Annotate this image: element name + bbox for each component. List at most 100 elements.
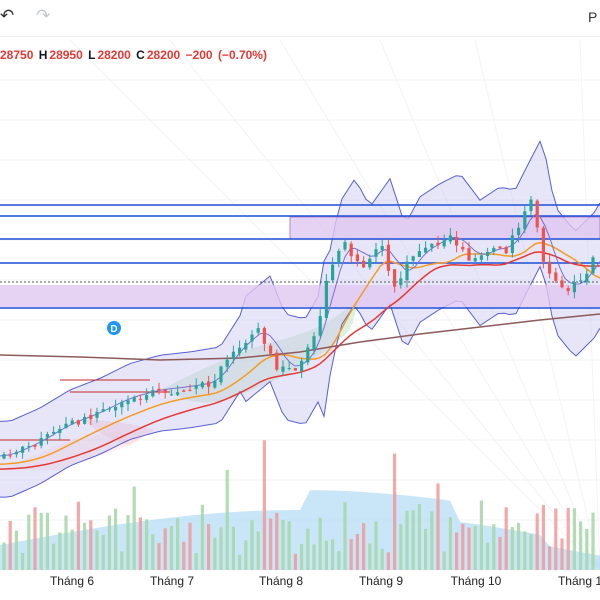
candle-body: [114, 406, 118, 411]
volume-bar: [591, 512, 595, 570]
volume-bar: [436, 483, 440, 570]
candle-body: [393, 269, 397, 287]
volume-bar: [238, 554, 242, 570]
candle-body: [231, 351, 235, 360]
volume-bar: [517, 522, 521, 570]
volume-bar: [306, 528, 310, 570]
redo-icon[interactable]: ↷: [36, 6, 51, 25]
volume-bar: [188, 522, 192, 570]
candle-body: [219, 366, 223, 383]
volume-bar: [442, 551, 446, 570]
bollinger-fill: [0, 141, 600, 498]
volume-bar: [393, 453, 397, 570]
candle-body: [448, 235, 452, 242]
volume-bar: [138, 517, 142, 570]
volume-bar: [132, 486, 136, 570]
candle-body: [504, 247, 508, 254]
candle-body: [52, 431, 56, 434]
volume-bar: [213, 537, 217, 570]
candle-body: [424, 247, 428, 253]
volume-bar: [52, 543, 56, 570]
candle-body: [585, 273, 589, 283]
volume-bar: [33, 507, 37, 570]
candle-body: [194, 385, 198, 389]
candle-body: [200, 382, 204, 388]
candle-body: [151, 390, 155, 397]
candle-body: [256, 328, 260, 333]
candle-body: [380, 245, 384, 251]
volume-bar: [145, 519, 149, 570]
candle-body: [213, 380, 217, 388]
candle-body: [70, 420, 74, 425]
volume-bar: [362, 523, 366, 570]
volume-bar: [39, 512, 43, 570]
candle-body: [349, 243, 353, 257]
volume-bar: [120, 551, 124, 570]
candle-body: [312, 336, 316, 350]
volume-bar: [479, 500, 483, 570]
candle-body: [275, 352, 279, 370]
candle-body: [238, 347, 242, 354]
candle-body: [83, 416, 87, 424]
candle-body: [39, 438, 43, 446]
ohlc-low-value: 28200: [97, 48, 131, 62]
candle-body: [157, 388, 161, 391]
x-axis-tick-label: Tháng 10: [451, 574, 502, 588]
candle-body: [417, 251, 421, 257]
volume-bar: [182, 541, 186, 570]
support-zone: [0, 285, 600, 307]
ohlc-close-label: C: [136, 48, 145, 62]
volume-bar: [83, 522, 87, 570]
volume-bar: [579, 521, 583, 570]
candle-body: [101, 409, 105, 412]
ohlc-legend: 28750 H 28950 L 28200 C 28200 −200 (−0.70%): [0, 48, 269, 62]
candle-body: [207, 381, 211, 387]
volume-bar: [324, 540, 328, 570]
volume-bar: [380, 548, 384, 570]
volume-bar: [2, 542, 6, 570]
ohlc-close-value: 28200: [146, 48, 181, 62]
candle-body: [486, 251, 490, 256]
volume-bar: [448, 517, 452, 570]
candle-body: [269, 345, 273, 354]
volume-bar: [176, 518, 180, 570]
candle-body: [318, 316, 322, 336]
ohlc-high-label: H: [38, 48, 48, 62]
candle-body: [126, 400, 130, 405]
candle-body: [8, 455, 12, 457]
candle-body: [89, 414, 93, 420]
candle-body: [145, 394, 149, 400]
volume-bar: [64, 515, 68, 570]
bollinger-upper: [0, 140, 600, 422]
volume-bar: [114, 508, 118, 570]
volume-bar: [250, 520, 254, 570]
volume-bar: [200, 504, 204, 570]
candle-body: [324, 280, 328, 318]
volume-bar: [554, 508, 558, 570]
candle-body: [188, 389, 192, 391]
candle-body: [560, 280, 564, 288]
candle-body: [510, 235, 514, 253]
volume-bar: [585, 528, 589, 570]
volume-bar: [417, 504, 421, 570]
candle-body: [244, 342, 248, 350]
volume-bar: [498, 536, 502, 570]
undo-icon[interactable]: ↶: [0, 6, 15, 25]
toolbar-right-label[interactable]: P: [588, 9, 598, 25]
volume-bar: [492, 524, 496, 570]
candle-body: [76, 420, 80, 425]
volume-bar: [430, 511, 434, 570]
volume-bar: [163, 528, 167, 570]
volume-bar: [169, 526, 173, 570]
ohlc-low-label: L: [88, 48, 96, 62]
moving-average-brown: [0, 313, 600, 361]
volume-bar: [300, 544, 304, 570]
volume-bar: [281, 519, 285, 570]
candle-body: [541, 227, 545, 262]
volume-bar: [262, 440, 266, 570]
volume-bar: [510, 527, 514, 570]
candle-body: [250, 334, 254, 342]
candle-body: [591, 257, 595, 274]
volume-bar: [560, 538, 564, 570]
